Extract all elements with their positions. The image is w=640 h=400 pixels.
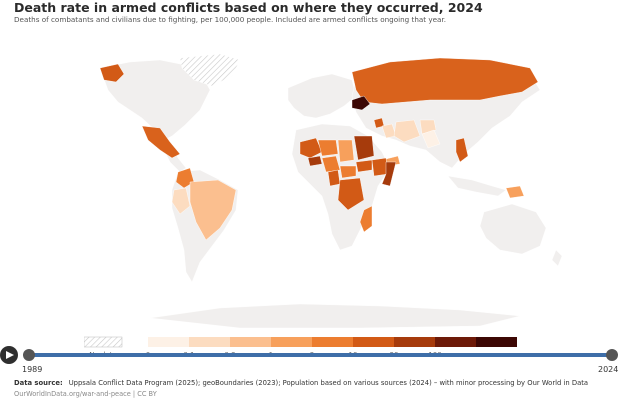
region-nigeria[interactable]	[321, 155, 341, 173]
timeline-start-handle[interactable]	[23, 349, 35, 361]
legend-swatch-3[interactable]	[271, 337, 312, 347]
australia-land[interactable]	[479, 203, 547, 255]
region-car[interactable]	[339, 165, 357, 179]
legend-no-data-swatch	[84, 336, 123, 348]
region-ethiopia[interactable]	[371, 157, 389, 177]
timeline-end-year: 2024	[598, 365, 619, 374]
antarctica-land[interactable]	[149, 303, 521, 328]
greenland-land[interactable]	[179, 53, 241, 87]
europe-land[interactable]	[287, 73, 357, 119]
play-icon[interactable]	[0, 346, 18, 364]
data-source-text: Uppsala Conflict Data Program (2025); ge…	[68, 379, 589, 387]
legend-swatch-5[interactable]	[353, 337, 394, 347]
legend-swatch-4[interactable]	[312, 337, 353, 347]
data-source-label: Data source:	[14, 379, 63, 387]
region-south-sudan[interactable]	[355, 159, 373, 173]
chart-title: Death rate in armed conflicts based on w…	[14, 0, 483, 15]
region-mexico[interactable]	[141, 125, 181, 159]
indonesia-land[interactable]	[447, 175, 507, 197]
legend-swatch-2[interactable]	[230, 337, 271, 347]
region-brazil[interactable]	[189, 179, 237, 241]
credit-line: OurWorldInData.org/war-and-peace | CC BY	[14, 390, 157, 398]
region-mali[interactable]	[299, 137, 323, 159]
region-drc[interactable]	[337, 177, 365, 211]
data-source: Data source: Uppsala Conflict Data Progra…	[14, 379, 588, 387]
region-myanmar[interactable]	[455, 137, 469, 163]
region-somalia[interactable]	[381, 161, 397, 187]
region-niger[interactable]	[317, 139, 339, 157]
region-sudan[interactable]	[353, 135, 375, 161]
north-america-land[interactable]	[99, 59, 211, 143]
region-burkina-faso[interactable]	[307, 155, 323, 167]
region-chad[interactable]	[337, 139, 355, 163]
region-cameroon[interactable]	[327, 169, 341, 187]
legend-swatch-8[interactable]	[476, 337, 517, 347]
region-mozambique[interactable]	[359, 205, 373, 233]
region-iran[interactable]	[393, 119, 421, 143]
legend-swatch-0[interactable]	[148, 337, 189, 347]
timeline-end-handle[interactable]	[606, 349, 618, 361]
world-map[interactable]	[60, 50, 570, 328]
timeline-start-year: 1989	[22, 365, 43, 374]
new-zealand-land[interactable]	[551, 249, 563, 267]
region-colombia[interactable]	[175, 167, 195, 189]
timeline-track[interactable]	[26, 353, 612, 357]
region-peru[interactable]	[171, 187, 191, 215]
region-ukraine[interactable]	[351, 95, 371, 111]
legend-swatch-1[interactable]	[189, 337, 230, 347]
region-alaska[interactable]	[99, 63, 125, 83]
legend-swatch-7[interactable]	[435, 337, 476, 347]
timeline[interactable]: 1989 2024	[0, 343, 640, 377]
chart-subtitle: Deaths of combatants and civilians due t…	[14, 15, 447, 24]
region-pakistan[interactable]	[421, 129, 441, 149]
legend-swatch-6[interactable]	[394, 337, 435, 347]
region-papua[interactable]	[505, 185, 525, 199]
region-russia[interactable]	[351, 57, 539, 105]
